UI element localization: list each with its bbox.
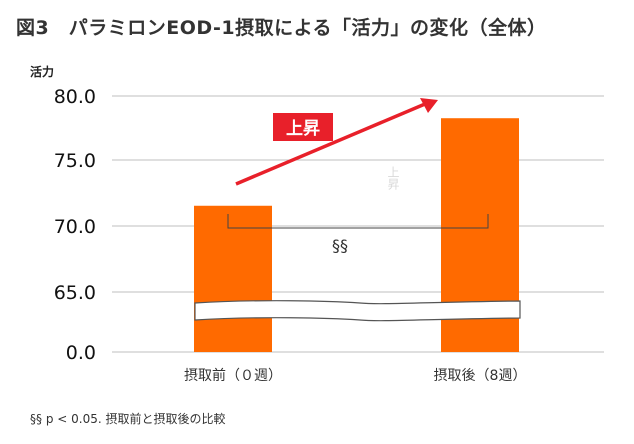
significance-bracket [227, 214, 489, 229]
y-axis-label: 活力 [30, 64, 54, 79]
y-tick-label: 80.0 [54, 86, 96, 108]
x-tick-label: 摂取後（8週） [434, 368, 527, 384]
axis-break [194, 300, 521, 322]
y-tick-label: 75.0 [54, 150, 96, 172]
figure-title: 図3 パラミロンEOD-1摂取による「活力」の変化（全体） [16, 17, 547, 39]
gridlines [112, 95, 604, 353]
significance-mark: §§ [332, 236, 348, 255]
faint-label: 上昇 [386, 166, 400, 191]
bar [194, 205, 272, 352]
bars [194, 118, 521, 352]
arrow-label-box [273, 113, 333, 141]
footnote: §§ p < 0.05. 摂取前と摂取後の比較 [30, 412, 226, 426]
y-tick-label: 70.0 [54, 216, 96, 238]
y-tick-label: 0.0 [66, 342, 96, 364]
arrow-label: 上昇 [286, 119, 320, 139]
trend-arrow-line [235, 102, 426, 186]
x-tick-labels: 摂取前（０週） 摂取後（8週） [184, 367, 526, 384]
x-tick-label: 摂取前（０週） [184, 367, 282, 384]
trend-arrow-head [420, 98, 438, 113]
y-tick-labels: 80.0 75.0 70.0 65.0 0.0 [54, 86, 96, 364]
y-tick-label: 65.0 [54, 282, 96, 304]
